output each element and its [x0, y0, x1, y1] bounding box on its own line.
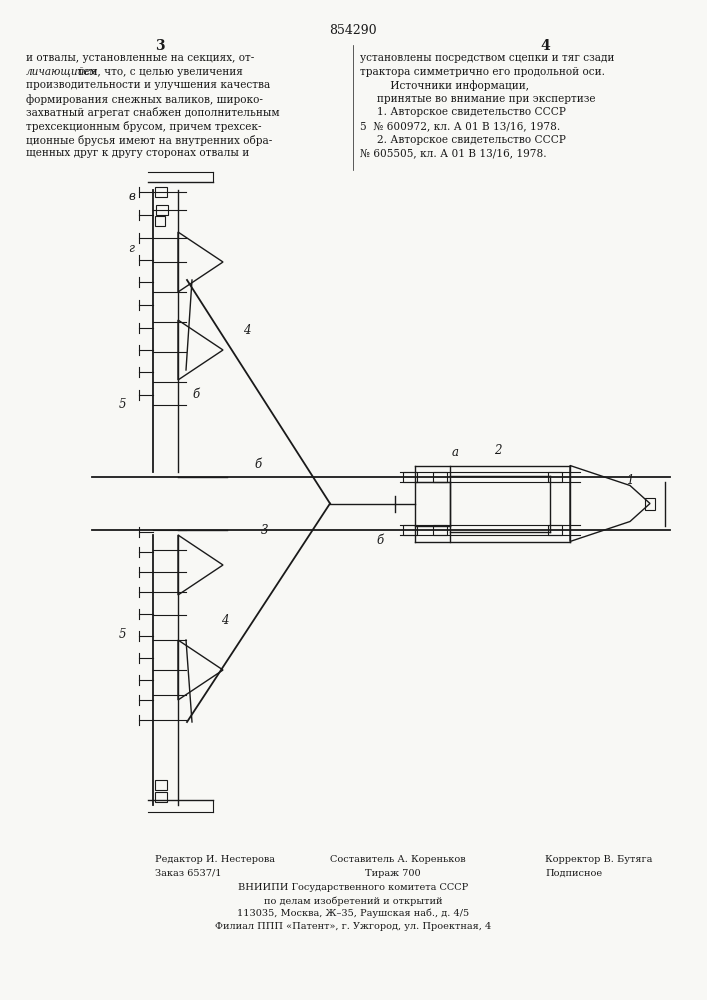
Bar — [548, 525, 562, 535]
Text: № 605505, кл. А 01 В 13/16, 1978.: № 605505, кл. А 01 В 13/16, 1978. — [360, 148, 547, 158]
Text: трехсекционным брусом, причем трехсек-: трехсекционным брусом, причем трехсек- — [26, 121, 262, 132]
Bar — [156, 205, 168, 215]
Text: трактора симметрично его продольной оси.: трактора симметрично его продольной оси. — [360, 67, 605, 77]
Text: 5: 5 — [118, 398, 126, 412]
Text: ционные брусья имеют на внутренних обра-: ционные брусья имеют на внутренних обра- — [26, 135, 272, 146]
Text: б: б — [192, 388, 199, 401]
Text: Подписное: Подписное — [545, 869, 602, 878]
Bar — [155, 780, 167, 790]
Text: 3: 3 — [156, 39, 165, 53]
Text: ВНИИПИ Государственного комитета СССР: ВНИИПИ Государственного комитета СССР — [238, 883, 468, 892]
Bar — [548, 472, 562, 482]
Text: производительности и улучшения качества: производительности и улучшения качества — [26, 80, 270, 90]
Bar — [433, 472, 447, 482]
Text: по делам изобретений и открытий: по делам изобретений и открытий — [264, 896, 443, 906]
Text: тем, что, с целью увеличения: тем, что, с целью увеличения — [74, 67, 243, 77]
Text: г: г — [128, 241, 134, 254]
Text: б: б — [255, 458, 262, 472]
Text: 113035, Москва, Ж–35, Раушская наб., д. 4/5: 113035, Москва, Ж–35, Раушская наб., д. … — [237, 909, 469, 918]
Text: б: б — [376, 534, 384, 546]
Bar — [433, 525, 447, 535]
Text: 5: 5 — [118, 629, 126, 642]
Text: 3: 3 — [262, 524, 269, 536]
Text: Тираж 700: Тираж 700 — [365, 869, 421, 878]
Bar — [155, 216, 165, 226]
Text: щенных друг к другу сторонах отвалы и: щенных друг к другу сторонах отвалы и — [26, 148, 250, 158]
Text: Корректор В. Бутяга: Корректор В. Бутяга — [545, 855, 653, 864]
Text: формирования снежных валиков, широко-: формирования снежных валиков, широко- — [26, 94, 263, 105]
Bar — [403, 525, 417, 535]
Text: 854290: 854290 — [329, 24, 377, 37]
Text: 2: 2 — [494, 444, 502, 456]
Text: установлены посредством сцепки и тяг сзади: установлены посредством сцепки и тяг сза… — [360, 53, 614, 63]
Bar — [403, 472, 417, 482]
Text: принятые во внимание при экспертизе: принятые во внимание при экспертизе — [360, 94, 595, 104]
Text: 1. Авторское свидетельство СССР: 1. Авторское свидетельство СССР — [360, 107, 566, 117]
Text: Заказ 6537/1: Заказ 6537/1 — [155, 869, 221, 878]
Bar — [155, 792, 167, 802]
Text: а: а — [452, 446, 459, 458]
Text: личающийся: личающийся — [26, 67, 98, 77]
Text: Источники информации,: Источники информации, — [360, 80, 529, 91]
Text: в: в — [129, 190, 136, 204]
Text: 4: 4 — [221, 613, 229, 626]
Text: 2. Авторское свидетельство СССР: 2. Авторское свидетельство СССР — [360, 135, 566, 145]
Text: 4: 4 — [243, 324, 251, 336]
Text: Филиал ППП «Патент», г. Ужгород, ул. Проектная, 4: Филиал ППП «Патент», г. Ужгород, ул. Про… — [215, 922, 491, 931]
Text: 4: 4 — [540, 39, 550, 53]
Text: 5  № 600972, кл. А 01 В 13/16, 1978.: 5 № 600972, кл. А 01 В 13/16, 1978. — [360, 121, 560, 131]
Text: и отвалы, установленные на секциях, от-: и отвалы, установленные на секциях, от- — [26, 53, 255, 63]
Text: захватный агрегат снабжен дополнительным: захватный агрегат снабжен дополнительным — [26, 107, 280, 118]
Text: Редактор И. Нестерова: Редактор И. Нестерова — [155, 855, 275, 864]
Text: 1: 1 — [626, 474, 633, 487]
Text: Составитель А. Кореньков: Составитель А. Кореньков — [330, 855, 466, 864]
Bar — [645, 497, 655, 510]
Bar — [155, 187, 167, 197]
